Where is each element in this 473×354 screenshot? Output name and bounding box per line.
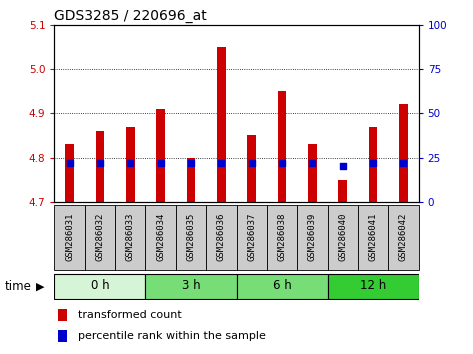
Bar (96, 131, 104, 202)
Point (278, 160, 286, 166)
Bar (308, 144, 316, 202)
Text: GSM286036: GSM286036 (217, 213, 226, 261)
Text: GSM286034: GSM286034 (156, 213, 165, 261)
Text: 12 h: 12 h (360, 279, 386, 292)
Text: GSM286033: GSM286033 (126, 213, 135, 261)
Point (157, 160, 165, 166)
FancyBboxPatch shape (236, 205, 267, 270)
Bar (247, 136, 256, 202)
Text: GSM286037: GSM286037 (247, 213, 256, 261)
Text: time: time (5, 280, 32, 293)
Point (400, 160, 407, 166)
FancyBboxPatch shape (327, 205, 358, 270)
FancyBboxPatch shape (176, 205, 206, 270)
Text: GSM286032: GSM286032 (96, 213, 105, 261)
FancyBboxPatch shape (145, 274, 236, 299)
Text: 6 h: 6 h (272, 279, 291, 292)
Point (126, 160, 134, 166)
Text: transformed count: transformed count (78, 310, 182, 320)
Text: GSM286035: GSM286035 (186, 213, 195, 261)
Bar (126, 126, 134, 202)
FancyBboxPatch shape (297, 205, 327, 270)
FancyBboxPatch shape (358, 205, 388, 270)
Point (187, 160, 195, 166)
Point (248, 160, 255, 166)
Bar (399, 104, 408, 202)
Bar (369, 126, 377, 202)
Bar (157, 109, 165, 202)
Text: ▶: ▶ (35, 281, 44, 291)
Point (339, 164, 347, 169)
Text: GSM286039: GSM286039 (308, 213, 317, 261)
FancyBboxPatch shape (267, 205, 297, 270)
Text: GSM286038: GSM286038 (278, 213, 287, 261)
Text: GSM286041: GSM286041 (368, 213, 377, 261)
Point (96, 160, 104, 166)
Text: 3 h: 3 h (182, 279, 200, 292)
Bar (58, 309, 67, 321)
FancyBboxPatch shape (145, 205, 176, 270)
Text: GSM286031: GSM286031 (65, 213, 74, 261)
FancyBboxPatch shape (327, 274, 419, 299)
FancyBboxPatch shape (388, 205, 419, 270)
Text: GSM286042: GSM286042 (399, 213, 408, 261)
FancyBboxPatch shape (54, 274, 145, 299)
Point (369, 160, 377, 166)
Text: GDS3285 / 220696_at: GDS3285 / 220696_at (54, 9, 207, 23)
Bar (217, 47, 226, 202)
Point (66, 160, 73, 166)
FancyBboxPatch shape (236, 274, 327, 299)
FancyBboxPatch shape (85, 205, 115, 270)
Bar (65, 144, 74, 202)
Text: percentile rank within the sample: percentile rank within the sample (78, 331, 266, 341)
FancyBboxPatch shape (206, 205, 236, 270)
FancyBboxPatch shape (54, 205, 85, 270)
FancyBboxPatch shape (115, 205, 145, 270)
Bar (339, 180, 347, 202)
Point (308, 160, 316, 166)
Bar (278, 91, 286, 202)
Text: 0 h: 0 h (91, 279, 109, 292)
Bar (58, 330, 67, 342)
Text: GSM286040: GSM286040 (338, 213, 347, 261)
Point (218, 160, 225, 166)
Bar (187, 158, 195, 202)
